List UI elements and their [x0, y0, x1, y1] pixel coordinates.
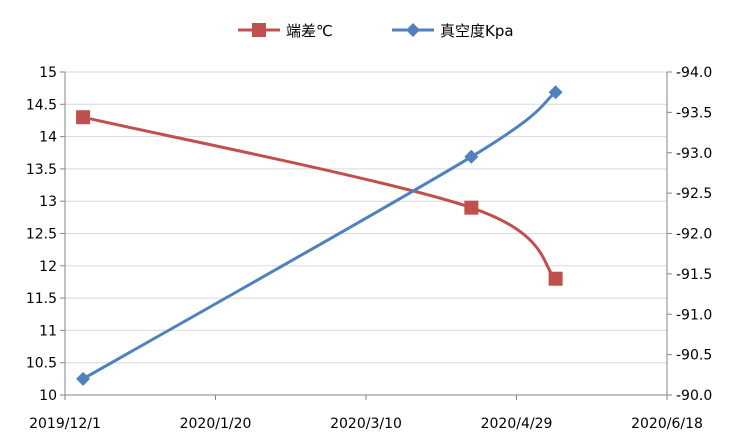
series-vacuum-point: [464, 149, 479, 164]
left-tick-label: 13: [39, 194, 57, 210]
axes: [60, 71, 672, 400]
left-tick-label: 10.5: [26, 356, 57, 372]
right-tick-label: -93.5: [676, 105, 712, 121]
right-tick-label: -92.5: [676, 186, 712, 202]
left-tick-label: 12.5: [26, 227, 57, 243]
right-tick-label: -94.0: [676, 65, 712, 81]
right-tick-label: -90.5: [676, 348, 712, 364]
left-tick-label: 11.5: [26, 291, 57, 307]
left-tick-label: 14.5: [26, 97, 57, 113]
gridlines: [65, 71, 667, 396]
x-axis-ticks: 2019/12/1 2020/1/20 2020/3/10 2020/4/29 2020…: [29, 416, 703, 432]
legend-end-difference-swatch-marker: [252, 23, 266, 37]
right-tick-label: -91.0: [676, 307, 712, 323]
series-group: [76, 85, 563, 386]
right-axis-ticks: -90.0 -90.5 -91.0 -91.5 -92.0 -92.5 -93.0 -93.5…: [676, 65, 712, 404]
series-end-difference-point: [464, 200, 479, 215]
left-axis-ticks: 10 10.5 11 11.5 12 12.5 13 13.5 14 14.5 15: [26, 65, 57, 404]
left-tick-label: 11: [39, 323, 57, 339]
series-end-difference-point: [548, 271, 563, 286]
right-tick-label: -90.0: [676, 388, 712, 404]
left-tick-label: 15: [39, 65, 57, 81]
right-tick-label: -92.0: [676, 227, 712, 243]
legend-end-difference-label: 端差℃: [286, 22, 333, 40]
left-tick-label: 12: [39, 259, 57, 275]
legend-vacuum-swatch-marker: [406, 23, 420, 37]
series-end-difference-line: [82, 115, 557, 280]
series-vacuum-point: [76, 371, 91, 386]
series-vacuum-line: [82, 90, 557, 381]
series-end-difference-point: [76, 110, 91, 125]
legend: 端差℃ 真空度Kpa: [238, 22, 514, 40]
left-tick-label: 13.5: [26, 162, 57, 178]
right-tick-label: -93.0: [676, 146, 712, 162]
legend-vacuum-label: 真空度Kpa: [440, 22, 514, 40]
x-tick-label: 2020/3/10: [330, 416, 402, 432]
x-tick-label: 2020/6/18: [631, 416, 703, 432]
left-tick-label: 10: [39, 388, 57, 404]
series-vacuum-point: [548, 85, 563, 100]
x-tick-label: 2019/12/1: [29, 416, 101, 432]
left-tick-label: 14: [39, 130, 57, 146]
x-tick-label: 2020/1/20: [180, 416, 252, 432]
x-tick-label: 2020/4/29: [481, 416, 553, 432]
right-tick-label: -91.5: [676, 267, 712, 283]
